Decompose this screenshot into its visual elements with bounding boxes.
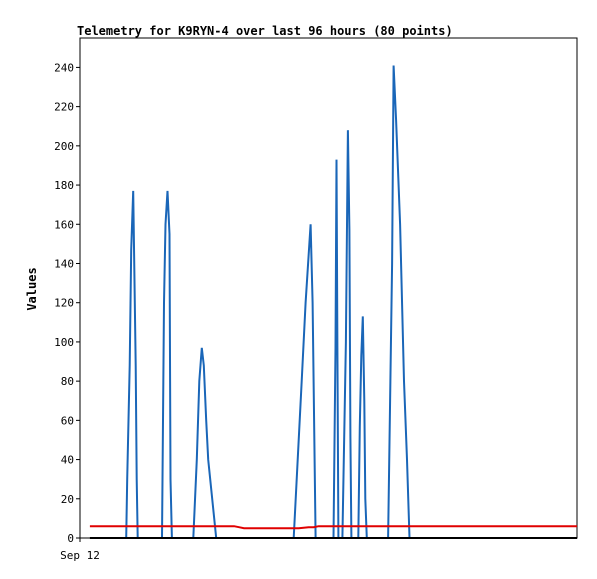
chart-title: Telemetry for K9RYN-4 over last 96 hours… [77, 24, 453, 38]
y-axis: 0 20 40 60 80 100 120 140 160 180 200 220 240 [54, 61, 80, 545]
y-tick-label: 180 [54, 179, 74, 192]
y-tick-label: 60 [61, 414, 74, 427]
y-tick-label: 20 [61, 493, 74, 506]
y-tick-label: 40 [61, 454, 74, 467]
y-tick-label: 140 [54, 257, 74, 270]
plot-frame [79, 37, 578, 539]
y-tick-label: 200 [54, 140, 74, 153]
y-tick-label: 100 [54, 336, 74, 349]
series-line-1 [89, 525, 577, 530]
y-tick-label: 220 [54, 101, 74, 114]
x-axis: Sep 12 [60, 538, 100, 562]
y-axis-label: Values [25, 267, 39, 310]
y-tick-label: 160 [54, 218, 74, 231]
x-tick-label: Sep 12 [60, 549, 100, 562]
series-layer [89, 65, 577, 539]
y-tick-label: 0 [67, 532, 74, 545]
y-tick-label: 240 [54, 61, 74, 74]
series-line-0 [125, 65, 433, 539]
y-tick-label: 80 [61, 375, 74, 388]
y-tick-label: 120 [54, 297, 74, 310]
